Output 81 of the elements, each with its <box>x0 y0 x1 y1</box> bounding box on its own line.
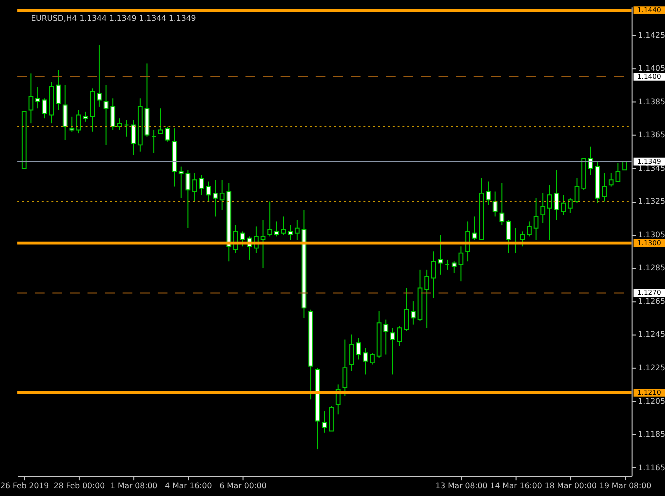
candlestick <box>281 216 286 236</box>
candlestick <box>424 269 430 329</box>
candlestick <box>83 111 88 122</box>
candlestick <box>213 180 218 218</box>
candlestick <box>431 251 436 299</box>
x-tick-label: 28 Feb 00:00 <box>54 481 106 490</box>
y-tick-label: 1.1325 <box>638 197 665 206</box>
candlestick <box>178 166 184 199</box>
x-tick-label: 14 Mar 16:00 <box>490 481 542 490</box>
x-tick-label: 13 Mar 08:00 <box>436 481 488 490</box>
candlestick <box>329 406 334 432</box>
candlestick <box>616 163 621 182</box>
candlestick <box>608 172 614 188</box>
candlestick <box>554 170 560 221</box>
y-tick-label: 1.1225 <box>638 364 665 372</box>
candlestick <box>486 181 491 206</box>
text: EURUSD,H4 1.1344 1.1349 1.1344 1.1349 <box>31 14 196 23</box>
candlestick <box>56 70 61 111</box>
candlestick <box>602 172 607 202</box>
candlestick <box>452 261 457 274</box>
candlestick <box>274 221 280 238</box>
candlestick <box>520 231 526 248</box>
candlestick <box>192 172 198 202</box>
candlestick <box>568 198 573 214</box>
candlestick <box>76 110 82 134</box>
candlestick <box>404 288 410 332</box>
candlestick <box>506 220 512 254</box>
candlestick <box>540 192 546 224</box>
candlestick <box>397 326 402 347</box>
y-tick-label: 1.1305 <box>638 230 665 240</box>
candlestick <box>574 178 580 204</box>
candlestick <box>370 352 375 366</box>
y-tick-label: 1.1185 <box>638 430 665 440</box>
candlestick <box>70 116 75 132</box>
candlestick <box>294 220 300 240</box>
candlestick <box>458 246 464 282</box>
y-tick-label: 1.1345 <box>638 164 665 173</box>
candlestick <box>117 118 122 131</box>
x-tick-label: 1 Mar 08:00 <box>110 481 158 490</box>
candlestick <box>534 198 539 240</box>
candlestick <box>548 184 552 240</box>
candlestick <box>104 84 109 146</box>
candlestick <box>36 86 40 110</box>
candlestick <box>384 319 389 356</box>
candlestick <box>410 301 416 326</box>
y-tick-label: 1.1265 <box>638 296 665 306</box>
x-tick-label: 4 Mar 16:00 <box>165 481 212 490</box>
candlestick <box>110 98 116 131</box>
candlestick <box>350 334 354 372</box>
y-tick-label: 1.1165 <box>638 463 665 472</box>
candlestick <box>561 194 566 216</box>
candlestick <box>240 231 246 248</box>
candlestick <box>158 108 164 134</box>
y-tick-label: 1.1385 <box>638 97 665 106</box>
candlestick <box>492 191 498 218</box>
candlestick <box>131 120 136 156</box>
x-tick-label: 6 Mar 00:00 <box>220 481 267 490</box>
y-tick-label: 1.1405 <box>638 64 665 74</box>
candlestick <box>260 220 266 269</box>
candlestick <box>390 328 396 376</box>
candlestick <box>268 201 273 238</box>
candlestick <box>288 224 294 240</box>
y-tick-label: 1.1245 <box>638 330 665 340</box>
y-tick-label: 1.1205 <box>638 396 665 406</box>
candlestick <box>62 84 68 141</box>
candlestick <box>97 44 102 108</box>
candlestick <box>28 73 34 124</box>
candlestick <box>186 170 191 229</box>
y-tick-label: 1.1425 <box>638 30 665 40</box>
y-tick-label: 1.1285 <box>638 264 665 273</box>
candlestick <box>500 182 505 226</box>
x-tick-label: 19 Mar 08:00 <box>599 481 652 490</box>
candlestick <box>342 339 348 397</box>
y-tick-label: 1.1365 <box>638 130 665 140</box>
candlestick <box>527 221 532 238</box>
candlestick <box>322 410 328 434</box>
candlestick <box>438 234 444 276</box>
candlestick <box>165 126 170 142</box>
candlestick <box>588 146 594 176</box>
x-tick-label: 18 Mar 00:00 <box>544 481 597 490</box>
x-tick-label: 26 Feb 2019 <box>0 481 50 490</box>
